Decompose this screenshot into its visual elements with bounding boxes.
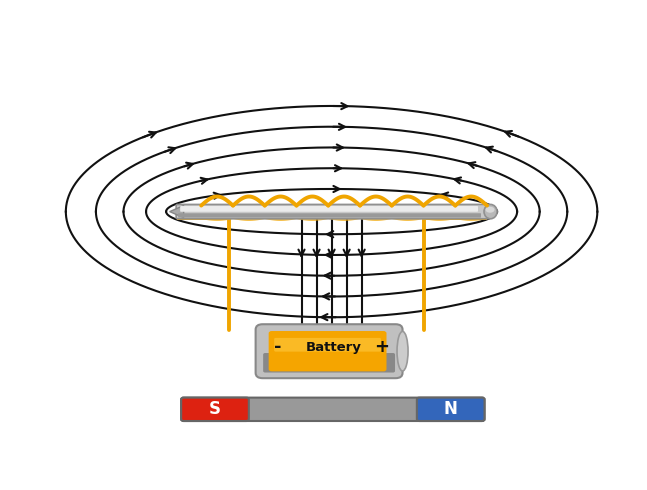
FancyBboxPatch shape <box>263 353 395 372</box>
Text: +: + <box>374 339 389 356</box>
FancyBboxPatch shape <box>181 397 249 421</box>
FancyBboxPatch shape <box>269 331 386 371</box>
FancyBboxPatch shape <box>176 204 489 219</box>
Text: N: N <box>444 400 457 418</box>
FancyBboxPatch shape <box>180 206 478 212</box>
Ellipse shape <box>484 204 497 219</box>
FancyBboxPatch shape <box>274 338 381 352</box>
Text: Battery: Battery <box>306 341 362 354</box>
Text: -: - <box>274 339 281 356</box>
Ellipse shape <box>397 331 408 371</box>
Ellipse shape <box>485 207 494 213</box>
FancyBboxPatch shape <box>417 397 485 421</box>
FancyBboxPatch shape <box>256 324 402 378</box>
Text: S: S <box>209 400 221 418</box>
Polygon shape <box>170 206 184 218</box>
FancyBboxPatch shape <box>181 397 485 421</box>
FancyBboxPatch shape <box>178 213 481 218</box>
